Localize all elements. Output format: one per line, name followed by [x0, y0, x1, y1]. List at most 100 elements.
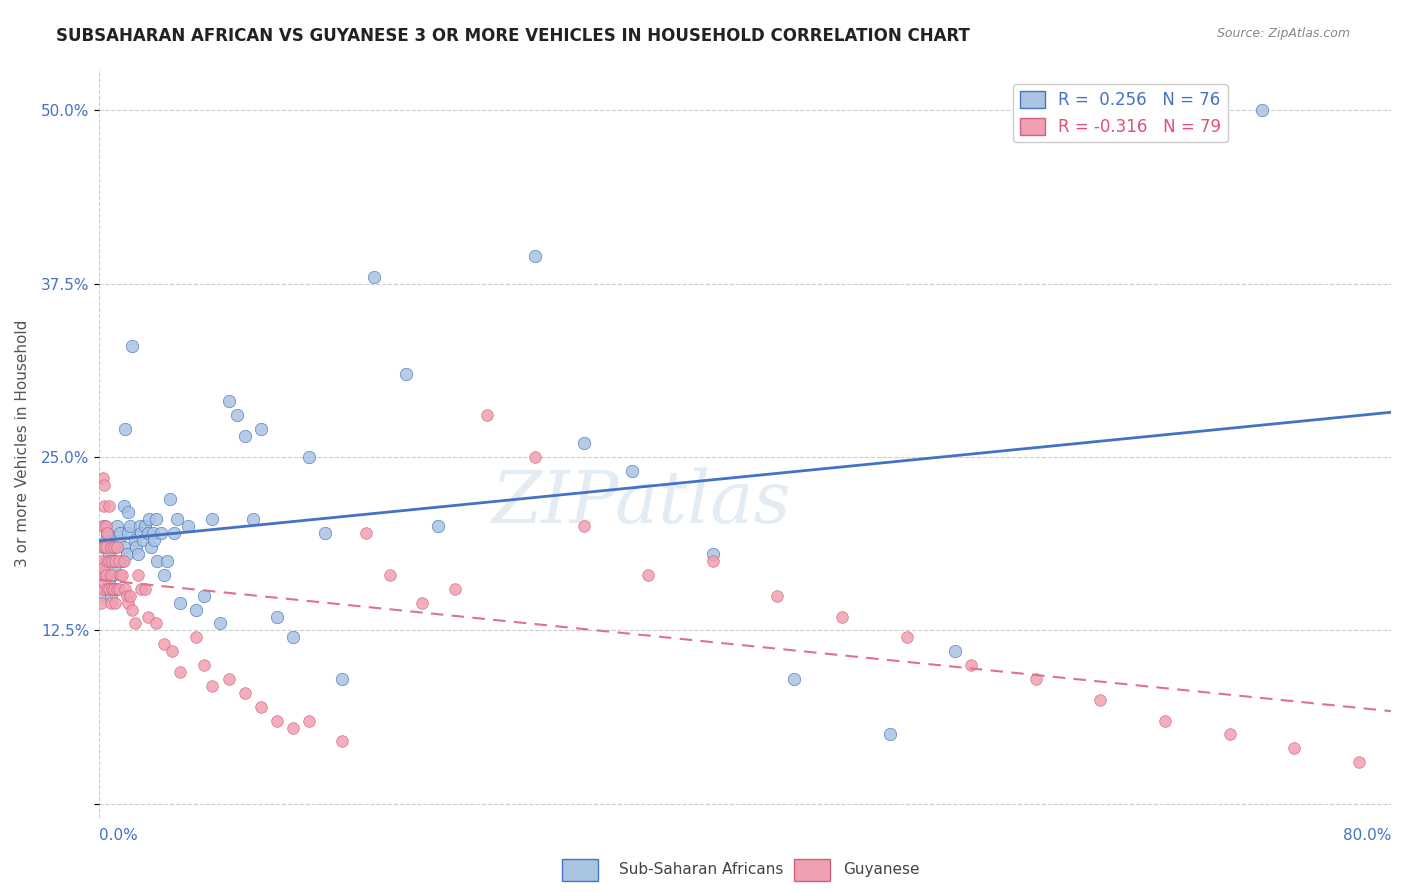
Text: Source: ZipAtlas.com: Source: ZipAtlas.com [1216, 27, 1350, 40]
Point [110, 568, 132, 582]
Point [475, 409, 498, 423]
Point [266, 609, 288, 624]
Point [782, 672, 804, 686]
Point [105, 540, 128, 554]
Point [114, 582, 136, 596]
Point [160, 644, 183, 658]
Point [104, 596, 127, 610]
Point [330, 734, 353, 748]
Point [153, 568, 176, 582]
Point [330, 672, 353, 686]
Point [114, 422, 136, 436]
Point [145, 616, 167, 631]
Point [233, 429, 256, 443]
Point [115, 547, 138, 561]
Point [100, 589, 122, 603]
Point [117, 526, 139, 541]
Point [1090, 693, 1112, 707]
Point [101, 533, 124, 548]
Point [314, 526, 336, 541]
Point [134, 582, 156, 596]
Point [142, 526, 165, 541]
Text: ZIPatlas: ZIPatlas [492, 467, 792, 538]
Point [110, 526, 132, 541]
Point [249, 699, 271, 714]
Point [298, 714, 321, 728]
Point [186, 602, 208, 616]
Point [1154, 714, 1177, 728]
Point [93, 589, 115, 603]
Point [112, 499, 135, 513]
Point [201, 679, 224, 693]
Point [621, 464, 644, 478]
Point [201, 512, 224, 526]
Point [100, 568, 122, 582]
Point [427, 519, 450, 533]
Point [354, 526, 377, 541]
Point [98, 582, 121, 596]
Point [104, 554, 127, 568]
Point [104, 540, 127, 554]
Point [153, 637, 176, 651]
Point [90, 596, 112, 610]
Point [186, 631, 208, 645]
Point [90, 568, 112, 582]
Point [105, 519, 128, 533]
Point [572, 519, 595, 533]
Point [218, 672, 240, 686]
Point [249, 422, 271, 436]
Point [127, 547, 149, 561]
Text: Guyanese: Guyanese [844, 863, 920, 877]
Point [298, 450, 321, 464]
Point [93, 499, 115, 513]
Point [143, 533, 166, 548]
Point [156, 554, 179, 568]
Point [225, 409, 247, 423]
Point [94, 568, 117, 582]
Point [242, 512, 264, 526]
Point [111, 554, 134, 568]
Point [103, 582, 125, 596]
Point [169, 596, 191, 610]
Point [105, 582, 128, 596]
Point [121, 602, 143, 616]
Point [115, 589, 138, 603]
Point [1347, 756, 1369, 770]
Point [378, 568, 401, 582]
Point [98, 499, 121, 513]
Point [91, 561, 114, 575]
Point [96, 526, 118, 541]
Point [134, 519, 156, 533]
Point [943, 644, 966, 658]
Point [90, 554, 112, 568]
Point [395, 367, 418, 381]
Point [100, 540, 122, 554]
Point [166, 512, 188, 526]
Point [637, 568, 659, 582]
Point [136, 526, 159, 541]
Point [524, 450, 547, 464]
Point [831, 609, 853, 624]
Point [100, 554, 122, 568]
Point [98, 547, 121, 561]
Point [94, 561, 117, 575]
Point [103, 561, 125, 575]
Point [117, 506, 139, 520]
Point [879, 727, 901, 741]
Point [91, 540, 114, 554]
Text: SUBSAHARAN AFRICAN VS GUYANESE 3 OR MORE VEHICLES IN HOUSEHOLD CORRELATION CHART: SUBSAHARAN AFRICAN VS GUYANESE 3 OR MORE… [56, 27, 970, 45]
Point [93, 477, 115, 491]
Legend: R =  0.256   N = 76, R = -0.316   N = 79: R = 0.256 N = 76, R = -0.316 N = 79 [1012, 85, 1227, 143]
Text: Sub-Saharan Africans: Sub-Saharan Africans [619, 863, 783, 877]
Point [107, 533, 129, 548]
Point [91, 471, 114, 485]
Point [411, 596, 433, 610]
Point [98, 574, 121, 589]
Point [193, 658, 215, 673]
Point [131, 526, 153, 541]
Point [107, 554, 129, 568]
Point [443, 582, 465, 596]
Point [960, 658, 983, 673]
Point [125, 540, 148, 554]
Point [266, 714, 288, 728]
